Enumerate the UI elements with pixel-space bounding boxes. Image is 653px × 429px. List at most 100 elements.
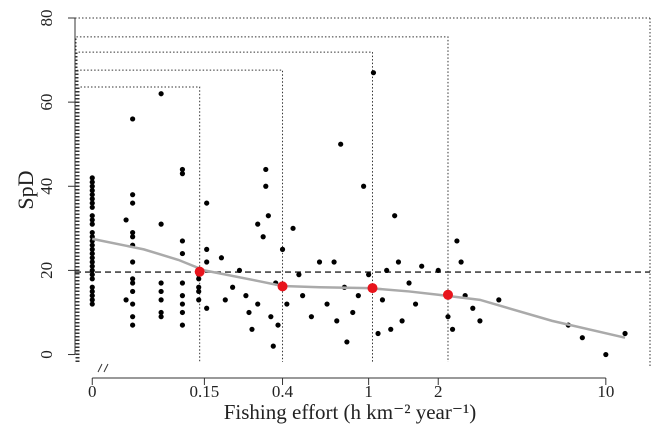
threshold-box [77, 69, 284, 362]
point [130, 314, 136, 320]
point [300, 293, 306, 299]
point [255, 221, 261, 227]
y-tick-label: 60 [37, 94, 56, 111]
point [435, 267, 441, 274]
point [316, 259, 323, 265]
point [89, 259, 95, 265]
point [130, 200, 136, 206]
point [249, 326, 255, 332]
breakpoint [277, 281, 288, 292]
point [204, 305, 210, 311]
point [379, 297, 386, 303]
point [158, 280, 164, 286]
point [130, 280, 136, 286]
smooth-line [92, 237, 626, 339]
point [89, 272, 95, 278]
point [296, 272, 302, 278]
point [458, 259, 464, 265]
point [370, 70, 377, 76]
threshold-box [78, 86, 201, 362]
point [179, 171, 186, 177]
threshold-box [76, 51, 374, 362]
point [158, 288, 164, 295]
point [361, 183, 367, 189]
point [158, 297, 164, 303]
point [158, 221, 164, 227]
point [130, 116, 136, 122]
point [89, 297, 95, 303]
point [308, 314, 315, 320]
point [265, 213, 271, 219]
point [89, 229, 95, 236]
point [350, 309, 356, 316]
point [179, 322, 186, 328]
point [419, 263, 425, 269]
point [603, 351, 609, 358]
point [196, 276, 202, 282]
point [270, 343, 276, 349]
point [275, 322, 281, 328]
y-tick-label: 80 [37, 10, 56, 27]
point [123, 297, 129, 303]
point [179, 280, 186, 286]
point [477, 318, 483, 324]
point [196, 284, 202, 290]
point [399, 318, 405, 324]
point [268, 314, 274, 320]
point [89, 179, 95, 185]
y-tick-label: 40 [37, 178, 56, 195]
point [158, 309, 164, 316]
point [89, 267, 95, 274]
point [89, 213, 95, 219]
point [89, 187, 95, 194]
point [246, 309, 252, 316]
point [445, 314, 451, 320]
point [196, 288, 202, 295]
point [395, 259, 402, 265]
y-axis-label: SpD [13, 170, 38, 209]
point [158, 314, 164, 320]
x-axis-label: Fishing effort (h km⁻² year⁻¹) [224, 400, 477, 424]
point [454, 238, 460, 244]
breakpoint [442, 289, 453, 300]
point [130, 322, 136, 328]
point [622, 330, 628, 337]
point [338, 141, 344, 147]
point [179, 166, 186, 173]
point [158, 91, 164, 97]
point [324, 301, 330, 307]
point [89, 288, 95, 295]
point [279, 246, 286, 252]
point [243, 293, 249, 299]
point [89, 192, 95, 198]
x-tick-label: 1 [364, 382, 373, 401]
point [89, 263, 95, 269]
point [284, 301, 290, 307]
point [130, 192, 136, 198]
y-tick-label: 20 [37, 262, 56, 279]
point [263, 183, 269, 189]
threshold-box [75, 36, 449, 362]
point [406, 280, 412, 286]
point [384, 267, 390, 274]
point [366, 272, 372, 278]
point [179, 250, 186, 257]
point [388, 326, 394, 332]
point [375, 330, 381, 337]
point [89, 183, 95, 189]
point [89, 196, 95, 202]
axis-break [97, 363, 109, 373]
point [230, 284, 236, 290]
point [334, 318, 340, 324]
breakpoint [194, 266, 205, 277]
point [89, 276, 95, 282]
point [89, 204, 95, 210]
point [89, 200, 95, 206]
point [449, 326, 456, 332]
point [218, 255, 225, 261]
point [89, 250, 95, 257]
point [222, 297, 228, 303]
point [130, 276, 136, 282]
point [255, 301, 261, 307]
